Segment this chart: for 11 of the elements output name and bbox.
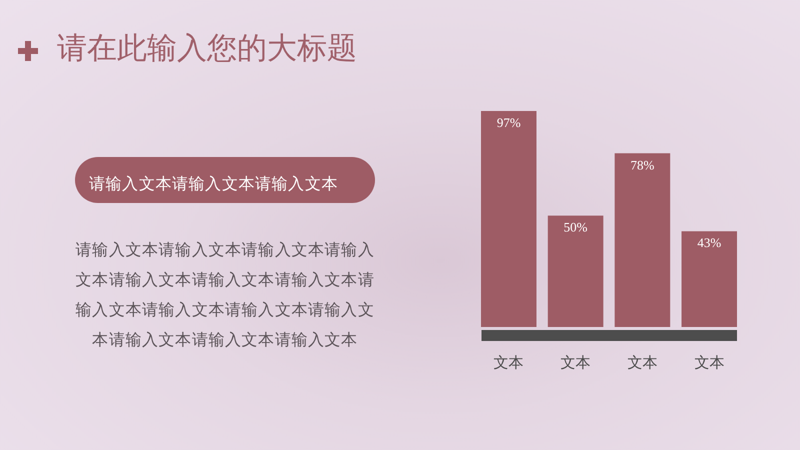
data-label: 43% <box>697 235 722 250</box>
data-label: 97% <box>496 115 521 130</box>
text: 请输入文本请输入文本请输入文本 <box>89 173 338 195</box>
x-tick-label: 文本 <box>627 354 658 372</box>
x-tick-label: 文本 <box>494 354 524 372</box>
text: 请在此输入您的大标题 <box>57 31 357 67</box>
x-tick-label: 文本 <box>560 354 591 372</box>
data-label: 78% <box>630 157 654 172</box>
text: 请输入文本请输入文本请输入文本请输入文本请输入文本请输入文本请输入文本请输入文本请输入文本请输入文本请输入文本请输入文本请输入文本请输入文本 <box>74 239 376 351</box>
x-tick-label: 文本 <box>694 354 724 372</box>
data-label: 50% <box>564 220 588 235</box>
